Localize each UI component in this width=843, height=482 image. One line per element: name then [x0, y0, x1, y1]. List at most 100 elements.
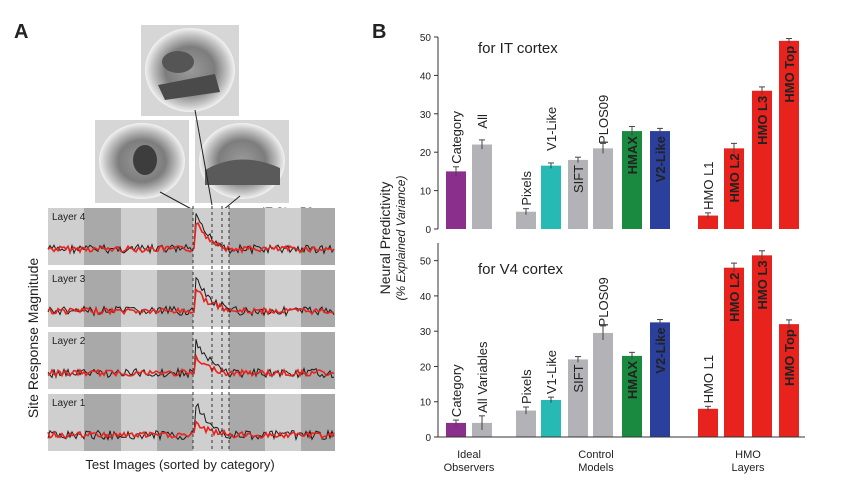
- bar-label: Pixels: [519, 170, 534, 205]
- panel-a: A Site Response Magnitude Test Images (s…: [14, 21, 335, 472]
- bar-label: HMO L3: [755, 260, 770, 309]
- y-tick-label: 0: [425, 225, 431, 236]
- panel-a-xlabel: Test Images (sorted by category): [85, 457, 274, 472]
- category-band: [84, 394, 121, 451]
- model-trace: [47, 352, 335, 378]
- bar-label: HMO L2: [727, 153, 742, 202]
- category-band: [121, 270, 157, 327]
- y-tick-label: 20: [420, 148, 432, 159]
- bar: [593, 332, 613, 437]
- bar-label: HMO L3: [755, 96, 770, 145]
- category-band: [157, 208, 193, 265]
- category-band: [157, 270, 193, 327]
- bar: [541, 165, 561, 229]
- y-tick-label: 50: [420, 33, 432, 44]
- bar: [724, 267, 744, 437]
- bar: [446, 171, 466, 229]
- group-label: Control: [578, 449, 613, 461]
- category-band: [121, 394, 157, 451]
- group-label: Observers: [444, 462, 495, 474]
- v4-cortex-chart: 0 10 20 30 40 50 for V4 cortex Category All Vari…: [420, 243, 799, 444]
- bar: [446, 422, 466, 437]
- category-band: [229, 394, 265, 451]
- category-band: [121, 208, 157, 265]
- panel-b-ylabel: Neural Predictivity: [377, 182, 393, 295]
- bar: [650, 131, 670, 229]
- y-tick-label: 40: [420, 292, 432, 303]
- layer-strip: Layer 4: [47, 208, 335, 265]
- bar-label: V2-Like: [653, 136, 668, 182]
- bar-label: PLOS09: [596, 277, 611, 326]
- y-tick-label: 50: [420, 257, 432, 268]
- y-tick-label: 40: [420, 71, 432, 82]
- category-band: [301, 270, 335, 327]
- layer-label: Layer 2: [52, 336, 86, 347]
- category-band: [265, 208, 301, 265]
- category-band: [84, 332, 121, 389]
- group-label: Layers: [731, 462, 765, 474]
- y-tick-label: 30: [420, 110, 432, 121]
- panel-b-ylabel-sub: (% Explained Variance): [394, 176, 408, 301]
- y-tick-label: 20: [420, 362, 432, 373]
- layer-traces: Layer 4 Layer 3 Layer 2 Layer 1: [47, 206, 335, 452]
- category-band: [229, 332, 265, 389]
- y-tick-label: 10: [420, 398, 432, 409]
- model-trace: [47, 221, 335, 254]
- model-trace: [47, 287, 335, 316]
- category-band: [265, 270, 301, 327]
- it-cortex-chart: 0 10 20 30 40 50 for IT cortex Category All Pixel…: [420, 33, 799, 236]
- category-band: [157, 394, 193, 451]
- bar-label: V2-Like: [653, 327, 668, 373]
- category-band: [48, 208, 84, 265]
- layer-label: Layer 1: [52, 398, 86, 409]
- y-tick-label: 0: [425, 433, 431, 444]
- layer-label: Layer 4: [52, 212, 86, 223]
- group-label: HMO: [735, 449, 761, 461]
- layer-strip: Layer 3: [47, 270, 335, 327]
- bar: [568, 159, 588, 229]
- bar-label: Category: [449, 364, 464, 417]
- bar-label: HMO Top: [782, 329, 797, 386]
- bar: [568, 359, 588, 437]
- bar-label: HMO Top: [782, 46, 797, 103]
- category-band: [229, 208, 265, 265]
- bar: [698, 215, 718, 229]
- model-trace: [47, 420, 335, 440]
- bar-label: HMO L1: [701, 355, 716, 403]
- chart-title: for V4 cortex: [478, 261, 564, 278]
- bar: [752, 90, 772, 229]
- category-band: [84, 270, 121, 327]
- y-tick-label: 10: [420, 187, 432, 198]
- bar: [593, 148, 613, 229]
- bar: [622, 131, 642, 229]
- bar: [516, 410, 536, 437]
- bar: [752, 255, 772, 437]
- bar: [622, 355, 642, 437]
- panel-a-ylabel: Site Response Magnitude: [25, 258, 41, 419]
- category-band: [48, 332, 84, 389]
- bar-label: SIFT: [571, 165, 586, 193]
- bar-label: V1-Like: [544, 350, 559, 394]
- chart-title: for IT cortex: [478, 40, 558, 57]
- category-band: [265, 394, 301, 451]
- stimulus-image-top: [141, 25, 239, 116]
- category-band: [121, 332, 157, 389]
- bar-label: PLOS09: [596, 95, 611, 144]
- category-band: [265, 332, 301, 389]
- bar-label: HMAX: [625, 361, 640, 400]
- layer-strip: Layer 2: [47, 332, 335, 389]
- bar-label: V1-Like: [544, 107, 559, 151]
- bar: [541, 399, 561, 437]
- panel-b-letter: B: [372, 21, 386, 43]
- stimulus-image-landscape: [195, 120, 289, 203]
- panel-a-letter: A: [14, 21, 28, 43]
- group-label: Models: [578, 462, 614, 474]
- bar-label: HMAX: [625, 136, 640, 175]
- category-band: [48, 270, 84, 327]
- bar-label: Pixels: [519, 369, 534, 404]
- category-band: [84, 208, 121, 265]
- bar-label: All Variables: [475, 341, 490, 413]
- category-band: [193, 394, 229, 451]
